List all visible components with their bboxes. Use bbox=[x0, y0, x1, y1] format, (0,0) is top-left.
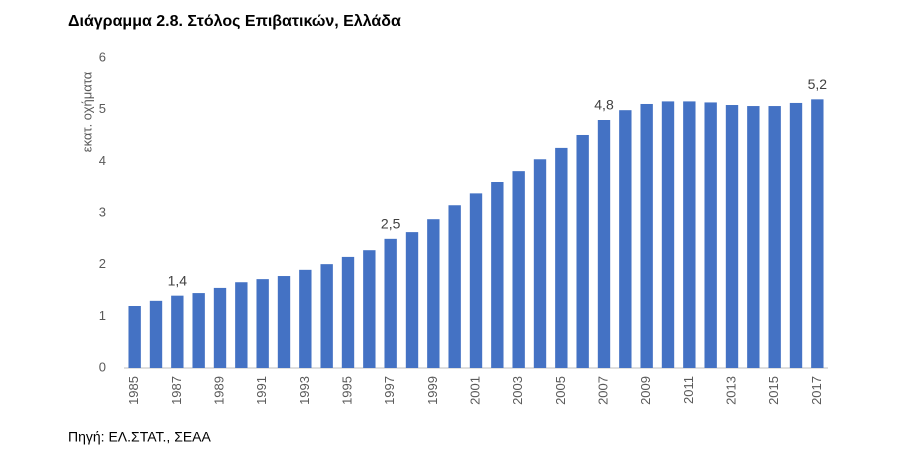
bar bbox=[597, 120, 611, 368]
x-tick-label: 2005 bbox=[553, 376, 568, 405]
bar bbox=[768, 106, 781, 369]
y-tick-label: 4 bbox=[99, 153, 106, 168]
y-axis-label: εκατ. οχήματα bbox=[79, 71, 94, 152]
x-tick-label: 1991 bbox=[254, 376, 269, 405]
bar bbox=[213, 287, 227, 368]
bar bbox=[704, 102, 717, 368]
bar bbox=[555, 147, 568, 368]
x-tick-label: 2013 bbox=[723, 376, 738, 405]
bar bbox=[405, 232, 419, 368]
y-tick-label: 0 bbox=[99, 359, 106, 374]
x-tick-label: 2003 bbox=[510, 376, 525, 405]
bar bbox=[128, 306, 141, 368]
x-tick-label: 1989 bbox=[211, 376, 226, 405]
y-tick-label: 1 bbox=[99, 308, 106, 323]
bar bbox=[725, 105, 739, 369]
bar bbox=[171, 295, 184, 368]
data-label: 5,2 bbox=[808, 76, 828, 92]
x-tick-label: 1987 bbox=[169, 376, 184, 405]
bar bbox=[277, 276, 291, 368]
x-tick-label: 1997 bbox=[382, 376, 397, 405]
data-label: 2,5 bbox=[381, 216, 401, 232]
bar bbox=[384, 238, 397, 368]
data-label: 1,4 bbox=[168, 272, 188, 288]
y-tick-label: 6 bbox=[99, 49, 106, 64]
bar bbox=[427, 219, 440, 368]
x-tick-label: 2001 bbox=[467, 376, 482, 405]
bar bbox=[619, 110, 632, 368]
x-tick-label: 2011 bbox=[681, 376, 696, 404]
x-tick-label: 1995 bbox=[339, 376, 354, 405]
y-tick-label: 2 bbox=[99, 256, 106, 271]
bar bbox=[640, 103, 653, 368]
chart-title: Διάγραμμα 2.8. Στόλος Επιβατικών, Ελλάδα bbox=[68, 13, 401, 30]
bar bbox=[320, 264, 333, 368]
x-tick-label: 1985 bbox=[126, 376, 141, 405]
bar bbox=[192, 293, 205, 368]
bar bbox=[661, 101, 675, 369]
bar bbox=[576, 134, 589, 368]
bar bbox=[469, 193, 483, 368]
bar bbox=[683, 101, 696, 369]
data-label: 4,8 bbox=[594, 97, 614, 113]
bar bbox=[299, 269, 312, 368]
x-tick-label: 2017 bbox=[809, 376, 824, 405]
bar bbox=[747, 106, 760, 369]
bar bbox=[149, 300, 163, 368]
bar bbox=[256, 279, 269, 368]
bar bbox=[341, 256, 355, 368]
bar bbox=[448, 205, 461, 368]
bar bbox=[811, 99, 824, 368]
bar bbox=[491, 182, 504, 368]
x-tick-label: 1999 bbox=[425, 376, 440, 405]
source-note: Πηγή: ΕΛ.ΣΤΑΤ., ΣΕΑΑ bbox=[68, 429, 212, 445]
x-tick-label: 2007 bbox=[595, 376, 610, 405]
x-tick-label: 1993 bbox=[297, 376, 312, 405]
bar bbox=[533, 159, 547, 368]
bar bbox=[235, 282, 248, 368]
x-tick-label: 2015 bbox=[766, 376, 781, 405]
bar bbox=[363, 250, 376, 368]
y-tick-label: 3 bbox=[99, 204, 106, 219]
x-tick-label: 2009 bbox=[638, 376, 653, 405]
bar bbox=[789, 102, 803, 368]
y-tick-label: 5 bbox=[99, 101, 106, 116]
bar bbox=[512, 171, 525, 368]
